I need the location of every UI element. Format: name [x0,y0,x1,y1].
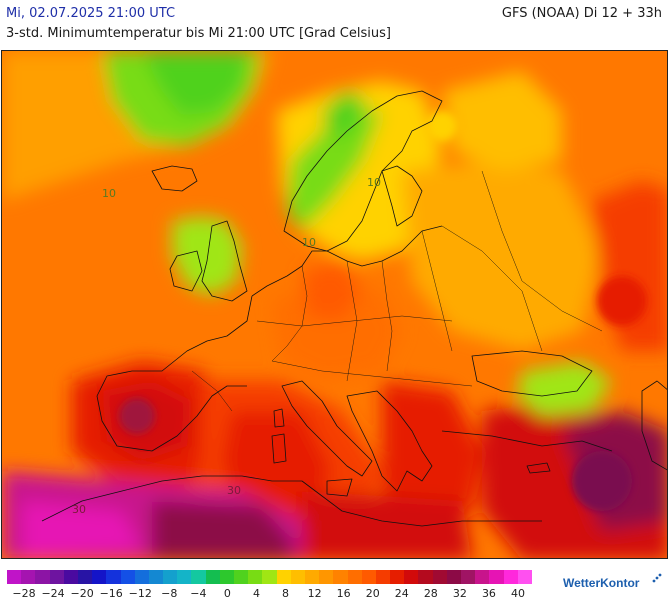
legend-tick-label: 16 [336,587,351,600]
contour-label: 10 [302,236,316,249]
legend-swatch [461,570,476,584]
legend-swatch [205,570,220,584]
legend-swatch [120,570,135,584]
legend-tick-label: −20 [70,587,94,600]
legend-swatch [432,570,447,584]
legend-tick-label: 4 [252,587,260,600]
color-scale-bar [7,570,532,584]
temp-field-details [119,111,647,511]
borders [191,170,603,412]
legend-swatch [347,570,362,584]
legend-swatch [375,570,391,584]
legend-swatch [7,570,22,584]
legend-swatch [319,570,334,584]
legend-swatch [418,570,433,584]
legend-swatch [248,570,263,584]
legend-swatch [390,570,405,584]
legend-tick-label: 0 [223,587,231,600]
legend-tick-label: 20 [365,587,380,600]
legend-swatch [517,570,532,584]
legend-swatch [219,570,234,584]
legend-swatch [163,570,178,584]
legend-swatch [446,570,461,584]
legend-swatch [404,570,419,584]
legend-swatch [35,570,50,584]
legend-swatch [49,570,64,584]
legend-tick-label: −4 [190,587,207,600]
legend-tick-label: 40 [511,587,525,600]
map-subtitle: 3-std. Minimumtemperatur bis Mi 21:00 UT… [6,26,391,41]
legend-tick-label: 32 [452,587,467,600]
legend-swatch [134,570,149,584]
legend-tick-label: 8 [282,587,290,600]
legend-swatch [489,570,504,584]
legend-tick-label: −16 [99,587,123,600]
wetterkontor-logo[interactable]: WetterKontor [563,576,639,590]
legend-swatch [148,570,164,584]
legend-swatch [262,570,277,584]
legend-swatch [21,570,36,584]
legend-swatch [191,570,206,584]
legend-swatch [106,570,121,584]
legend-tick-label: −24 [41,587,65,600]
legend-swatch [177,570,192,584]
legend-swatch [333,570,348,584]
contour-label: 30 [72,503,86,516]
contour-label: 10 [102,187,116,200]
model-run-label: GFS (NOAA) Di 12 + 33h [501,6,662,21]
coastlines [41,90,667,527]
legend-swatch [304,570,320,584]
legend-tick-label: −28 [12,587,36,600]
legend-swatch [234,570,249,584]
legend-tick-label: 24 [394,587,409,600]
logo-mark-icon [652,573,662,583]
legend-tick-label: 36 [481,587,496,600]
logo-text-accent: Kontor [600,576,640,590]
legend-swatch [290,570,305,584]
legend-tick-label: 28 [423,587,438,600]
legend-swatch [63,570,78,584]
legend-swatch [77,570,93,584]
legend-swatch [503,570,518,584]
legend-tick-label: 12 [307,587,322,600]
temperature-map: 10 10 10 30 30 [1,50,668,559]
logo-text-main: Wetter [563,576,601,590]
legend-tick-label: −12 [128,587,152,600]
legend-tick-label: −8 [161,587,178,600]
legend-swatch [475,570,490,584]
legend-swatch [361,570,376,584]
legend-swatch [276,570,291,584]
contour-label: 30 [227,484,241,497]
legend-swatch [92,570,107,584]
forecast-datetime: Mi, 02.07.2025 21:00 UTC [6,6,176,21]
contour-label: 10 [367,176,381,189]
